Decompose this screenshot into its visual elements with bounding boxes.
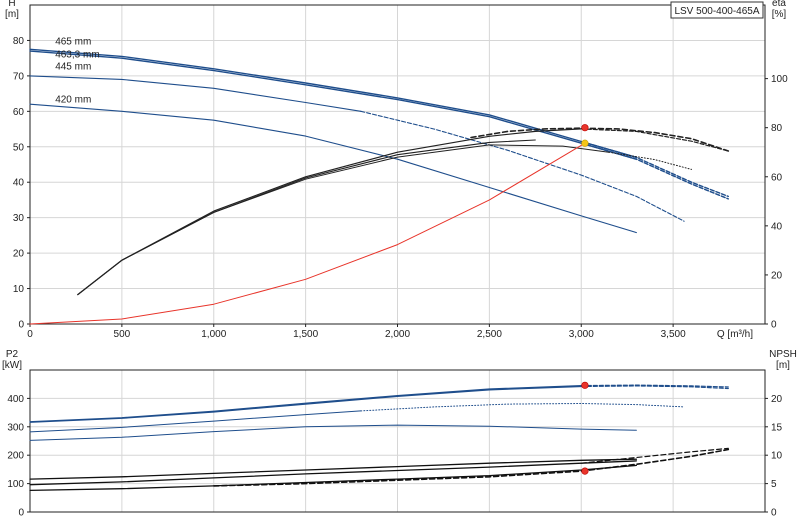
y2-tick-label: 60: [771, 172, 783, 183]
eta-curve: [608, 151, 692, 170]
power-curve: [29, 410, 362, 433]
y-axis-label: [m]: [5, 9, 19, 20]
y2-tick-label: 0: [771, 508, 777, 519]
y-tick-label: 60: [13, 107, 25, 118]
npsh-curve: [213, 448, 730, 487]
x-tick-label: 1,000: [201, 329, 226, 340]
system-curve: [29, 142, 586, 325]
eta-curve: [470, 127, 730, 152]
power-curve: [580, 384, 729, 388]
plot-frame: [29, 369, 766, 513]
npsh-curve: [29, 458, 638, 480]
y2-axis-label: NPSH: [769, 349, 797, 360]
y2-axis-label: [m]: [776, 360, 790, 371]
x-tick-label: 3,000: [569, 329, 594, 340]
duty-point: [581, 381, 589, 389]
y-tick-label: 80: [13, 36, 25, 47]
x-tick-label: 2,500: [477, 329, 502, 340]
y-tick-label: 400: [7, 394, 24, 405]
y2-tick-label: 20: [771, 270, 783, 281]
y2-tick-label: 5: [771, 479, 777, 490]
y-tick-label: 100: [7, 479, 24, 490]
y2-tick-label: 20: [771, 394, 783, 405]
x-tick-label: 1,500: [293, 329, 318, 340]
impeller-diameter-label: 463,3 mm: [55, 49, 99, 60]
x-tick-label: 500: [114, 329, 131, 340]
impeller-diameter-label: 465 mm: [55, 37, 91, 48]
x-tick-label: 0: [27, 329, 33, 340]
x-tick-label: 2,000: [385, 329, 410, 340]
y-axis-label: P2: [6, 349, 19, 360]
y-tick-label: 30: [13, 213, 25, 224]
chart-title: LSV 500-400-465A: [674, 6, 759, 17]
y-tick-label: 300: [7, 422, 24, 433]
y-tick-label: 20: [13, 249, 25, 260]
y2-tick-label: 100: [771, 74, 788, 85]
duty-point: [581, 124, 589, 132]
head-curve: [580, 140, 729, 198]
y-tick-label: 0: [18, 320, 24, 331]
x-axis-label: Q [m³/h]: [717, 329, 753, 340]
duty-point: [581, 139, 589, 147]
head-curve: [29, 50, 638, 160]
y2-axis-label: eta: [772, 0, 786, 9]
head-curve: [29, 103, 637, 234]
y2-tick-label: 40: [771, 221, 783, 232]
power-curve: [360, 403, 685, 412]
npsh-curve: [580, 447, 729, 464]
head-curve: [360, 110, 685, 222]
y2-tick-label: 10: [771, 451, 783, 462]
y-tick-label: 40: [13, 178, 25, 189]
head-curve: [580, 142, 729, 200]
head-efficiency-panel: 0 10 20 30 40 50 60 70 80 0 20 40 60 80 100 0 500 1,000 1,…: [5, 0, 788, 340]
power-npsh-panel: 0 100 200 300 400 0 5 10 15 20 P2[kW] NPSH[m]: [2, 349, 797, 519]
eta-curve: [580, 128, 729, 152]
y-tick-label: 50: [13, 142, 25, 153]
impeller-diameter-label: 445 mm: [55, 62, 91, 73]
y2-axis-label: [%]: [772, 9, 787, 20]
head-curve: [29, 48, 638, 159]
npsh-curve: [29, 464, 638, 492]
x-tick-label: 3,500: [661, 329, 686, 340]
y-tick-label: 10: [13, 284, 25, 295]
head-curve: [29, 75, 362, 112]
eta-curve: [77, 144, 610, 296]
y2-tick-label: 15: [771, 422, 783, 433]
power-curve: [29, 424, 637, 441]
y-tick-label: 70: [13, 71, 25, 82]
y-axis-label: H: [8, 0, 15, 9]
power-curve: [29, 385, 582, 423]
y-axis-label: [kW]: [2, 360, 22, 371]
y-tick-label: 0: [18, 508, 24, 519]
title-box: [670, 1, 764, 19]
duty-point: [581, 467, 589, 475]
y2-tick-label: 80: [771, 123, 783, 134]
power-curve: [580, 385, 729, 390]
y-tick-label: 200: [7, 451, 24, 462]
impeller-diameter-label: 420 mm: [55, 94, 91, 105]
npsh-curve: [29, 460, 638, 486]
y2-tick-label: 0: [771, 320, 777, 331]
